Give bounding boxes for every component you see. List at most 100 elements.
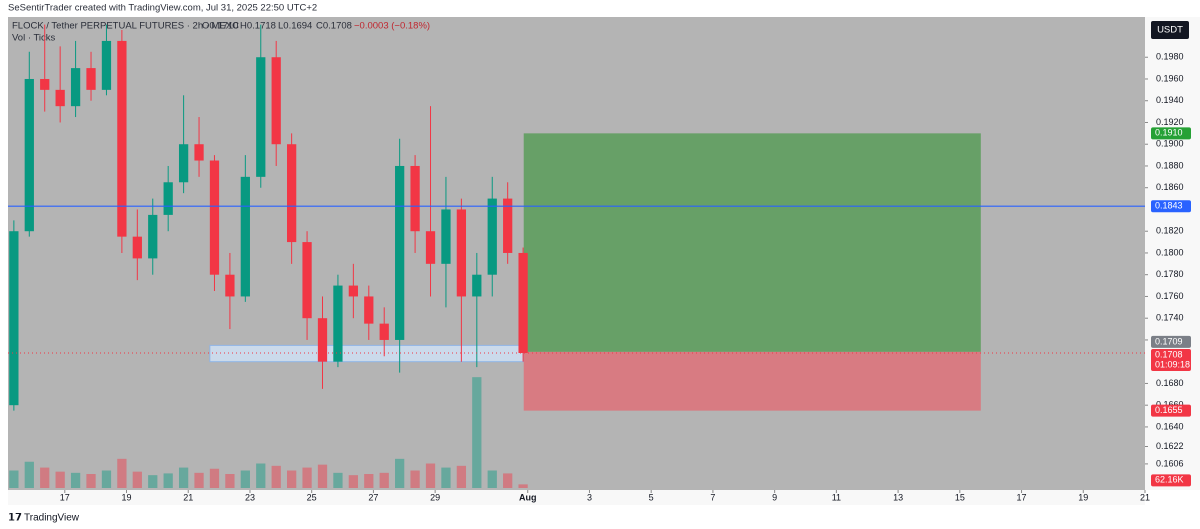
- x-tick-label: 13: [893, 492, 903, 502]
- volume-bar: [209, 468, 220, 488]
- horizontal-line-label: 0.1843: [1155, 201, 1183, 211]
- candle-body: [163, 182, 173, 215]
- candle-body: [40, 78, 50, 90]
- candle-body: [55, 89, 65, 107]
- y-tick-label: 0.1900: [1156, 139, 1184, 149]
- candle-body: [148, 214, 158, 259]
- x-tick-label: 15: [955, 492, 965, 502]
- x-tick-label: 11: [832, 492, 841, 502]
- volume-bar: [456, 465, 467, 488]
- candle-body: [425, 231, 436, 264]
- candle-body: [101, 40, 112, 90]
- candle-body: [271, 57, 281, 145]
- volume-bar: [503, 473, 513, 488]
- target-tag: [1151, 127, 1191, 140]
- volume-bar: [178, 467, 189, 488]
- y-tick-label: 0.1606: [1156, 458, 1184, 468]
- volume-bar: [225, 474, 235, 488]
- countdown: 01:09:18: [1155, 359, 1190, 369]
- currency-box[interactable]: [1151, 21, 1189, 39]
- volume-bar: [317, 464, 328, 488]
- volume-bar: [333, 472, 343, 488]
- candle-body: [518, 252, 528, 353]
- x-tick-label: 5: [649, 492, 654, 502]
- volume-bar: [271, 465, 281, 488]
- volume-bar: [302, 467, 312, 488]
- candle-body: [395, 165, 405, 340]
- stop-tag: [1151, 404, 1191, 417]
- time-axis: [8, 490, 1145, 505]
- candle-body: [364, 296, 374, 324]
- target-label: 0.1910: [1155, 128, 1183, 138]
- currency[interactable]: USDT: [1157, 25, 1183, 36]
- x-tick-label: 21: [1140, 492, 1150, 502]
- x-tick-label: 19: [122, 492, 132, 502]
- stop-label: 0.1655: [1155, 405, 1183, 415]
- volume-bar: [441, 467, 451, 488]
- volume-bar: [240, 470, 250, 488]
- volume-bar: [287, 470, 297, 488]
- x-tick-label: 17: [1017, 492, 1027, 502]
- volume-bar: [194, 472, 204, 488]
- candle-body: [132, 236, 142, 259]
- x-tick-label: 9: [772, 492, 777, 502]
- credit: SeSentirTrader created with TradingView.…: [8, 3, 317, 14]
- candle-body: [333, 285, 343, 362]
- x-tick-label: 19: [1078, 492, 1088, 502]
- y-tick-label: 0.1960: [1156, 73, 1184, 83]
- volume-legend: Vol · Ticks: [12, 33, 56, 44]
- y-tick-label: 0.1622: [1156, 441, 1184, 451]
- y-tick-label: 0.1880: [1156, 160, 1184, 170]
- volume-bar: [518, 484, 528, 488]
- candle-body: [287, 144, 297, 243]
- last-price-label: 0.1708: [1155, 349, 1183, 359]
- volume-bar: [487, 470, 497, 488]
- candle-body: [178, 144, 189, 183]
- y-tick-label: 0.1640: [1156, 421, 1184, 431]
- x-tick-label: Aug: [519, 492, 537, 502]
- y-tick-label: 0.1980: [1156, 52, 1184, 62]
- ohlc-open: O0.1710: [202, 21, 238, 32]
- volume-last-label: 62.16K: [1155, 475, 1184, 485]
- y-tick-label: 0.1760: [1156, 291, 1184, 301]
- y-tick-label: 0.1820: [1156, 226, 1184, 236]
- volume-bar: [348, 475, 358, 488]
- candle-body: [441, 209, 451, 264]
- candle-body: [348, 285, 358, 297]
- candle-body: [209, 160, 220, 275]
- volume-bar: [40, 467, 50, 488]
- volume-bar: [55, 471, 65, 488]
- volume-bar: [86, 474, 96, 488]
- volume-bar: [117, 458, 127, 488]
- candle-body: [256, 57, 266, 177]
- x-tick-label: 23: [245, 492, 255, 502]
- entry-label: 0.1709: [1155, 336, 1183, 346]
- candle-body: [240, 176, 250, 297]
- x-tick-label: 29: [430, 492, 440, 502]
- y-tick-label: 0.1740: [1156, 313, 1184, 323]
- candle-body: [225, 274, 235, 297]
- candle-body: [503, 198, 513, 253]
- candle-body: [456, 209, 467, 297]
- entry-tag: [1151, 335, 1191, 348]
- candle-body: [302, 242, 312, 319]
- candle-body: [472, 274, 482, 297]
- volume-bar: [256, 463, 266, 488]
- volume-bar: [410, 470, 420, 488]
- volume-bar: [364, 474, 374, 488]
- volume-last-tag: [1151, 474, 1191, 487]
- candle-body: [410, 165, 420, 232]
- volume-bar: [9, 470, 19, 488]
- ohlc-low: L0.1694: [278, 21, 312, 32]
- y-tick-label: 0.1940: [1156, 95, 1184, 105]
- candle-body: [70, 68, 81, 107]
- volume-bar: [425, 463, 436, 488]
- volume-bar: [395, 458, 405, 488]
- candle-body: [379, 323, 389, 340]
- horizontal-line-tag: [1151, 200, 1191, 213]
- brand: TradingView: [24, 513, 80, 524]
- candle-body: [24, 78, 34, 232]
- ohlc-change: −0.0003 (−0.18%): [354, 21, 430, 32]
- y-tick-label: 0.1780: [1156, 269, 1184, 279]
